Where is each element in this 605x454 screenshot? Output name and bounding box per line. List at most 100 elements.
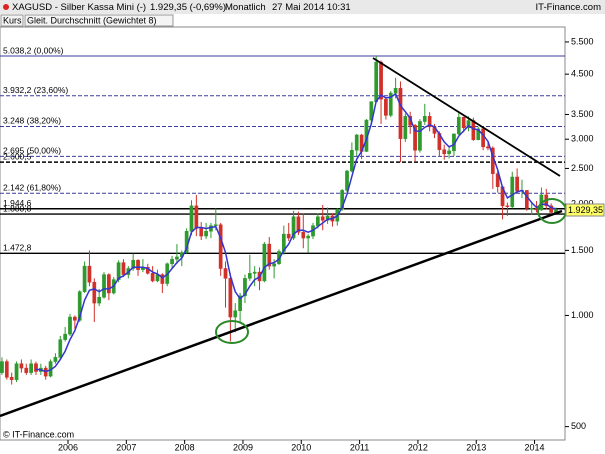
candle-body	[53, 357, 58, 362]
trend-line	[372, 57, 561, 177]
candle-body	[199, 228, 204, 237]
candle-body	[481, 128, 485, 148]
candle-body	[87, 265, 92, 283]
level-label: 3.248 (38,20%)	[3, 116, 61, 126]
candle-body	[398, 88, 403, 139]
candle-body	[9, 377, 14, 380]
candle-body	[374, 61, 379, 102]
level-label: 1.472,8	[3, 243, 32, 253]
candle-body	[223, 268, 228, 279]
candle-body	[447, 150, 451, 154]
candle-body	[238, 295, 242, 311]
candle-body	[505, 205, 510, 207]
candle-body	[68, 316, 72, 335]
candle-body	[58, 339, 63, 358]
header-bar	[0, 0, 605, 14]
candle-body	[189, 205, 194, 232]
candle-body	[306, 235, 310, 239]
candle-body	[107, 274, 111, 294]
candle-body	[272, 263, 276, 267]
candle-body	[233, 310, 238, 318]
candle-body	[4, 361, 9, 378]
candle-body	[63, 333, 67, 340]
level-label: 2.600,5	[3, 151, 32, 161]
candle-body	[121, 262, 126, 275]
candle-body	[102, 274, 106, 298]
chart-title: XAGUSD - Silber Kassa Mini (-)	[12, 2, 146, 13]
x-tick-label: 2011	[350, 442, 369, 452]
candle-body	[131, 260, 136, 269]
candle-body	[247, 273, 252, 279]
last-price-label: 1.929,35	[568, 205, 603, 215]
candle-body	[369, 101, 374, 121]
candle-body	[495, 173, 500, 188]
candle-body	[418, 121, 422, 151]
period: Monatlich	[225, 2, 266, 13]
candle-body	[160, 274, 165, 284]
candle-body	[14, 363, 19, 380]
candle-body	[456, 116, 461, 135]
level-label: 1.880,8	[3, 203, 32, 213]
candle-body	[388, 92, 393, 116]
y-tick-label: 1.500	[571, 245, 594, 255]
candle-body	[136, 260, 140, 270]
plot-frame	[0, 26, 566, 441]
x-tick-label: 2012	[408, 442, 428, 452]
candle-body	[510, 176, 515, 207]
level-label: 2.695 (50,00%)	[3, 146, 61, 156]
candle-body	[19, 363, 24, 369]
candle-body	[204, 231, 208, 237]
candle-body	[296, 216, 301, 233]
moving-average-line	[35, 92, 557, 373]
candle-body	[549, 205, 553, 213]
candle-body	[291, 216, 296, 239]
candle-body	[0, 361, 4, 373]
header-icon	[3, 4, 9, 10]
drawings	[0, 57, 567, 418]
candle-body	[301, 231, 306, 239]
candle-body	[461, 116, 466, 129]
timestamp: 27 Mai 2014 10:31	[272, 2, 351, 13]
candle-body	[77, 291, 82, 321]
level-label: 3.932,2 (23,60%)	[3, 85, 68, 95]
candle-body	[97, 297, 102, 304]
candle-body	[213, 224, 218, 226]
legend: Kurs Gleit. Durchschnitt (Gewichtet 8)	[0, 14, 174, 27]
footer: © IT-Finance.com	[3, 429, 74, 439]
candle-body	[427, 116, 432, 128]
candle-body	[316, 216, 320, 226]
x-tick-label: 2014	[525, 442, 545, 452]
x-tick-label: 2007	[116, 442, 136, 452]
candle-body	[73, 316, 77, 321]
candle-body	[442, 149, 447, 154]
candle-body	[286, 233, 291, 239]
candle-body	[476, 128, 481, 140]
y-tick-label: 5.500	[571, 36, 594, 46]
y-tick-label: 500	[571, 421, 586, 431]
y-tick-label: 3.000	[571, 134, 594, 144]
legend-box	[24, 14, 174, 27]
x-tick-label: 2013	[466, 442, 486, 452]
quote: 1.929,35 (-0,69%)	[150, 2, 226, 13]
x-tick-label: 2009	[233, 442, 253, 452]
y-tick-label: 2.500	[571, 163, 594, 173]
candle-body	[393, 88, 398, 94]
x-tick-label: 2006	[58, 442, 78, 452]
candle-body	[515, 176, 519, 192]
candle-body	[340, 190, 345, 210]
candle-body	[379, 61, 383, 100]
trend-line	[0, 209, 563, 418]
x-tick-label: 2008	[175, 442, 195, 452]
y-tick-label: 3.500	[571, 109, 594, 119]
candle-body	[267, 243, 272, 267]
candle-body	[24, 367, 29, 373]
candle-body	[345, 170, 349, 191]
candle-body	[175, 256, 179, 260]
y-tick-label: 1.000	[571, 310, 594, 320]
level-label: 2.142 (61,80%)	[3, 182, 61, 192]
candle-body	[466, 120, 471, 129]
candle-body	[29, 363, 33, 373]
candle-body	[150, 273, 155, 282]
